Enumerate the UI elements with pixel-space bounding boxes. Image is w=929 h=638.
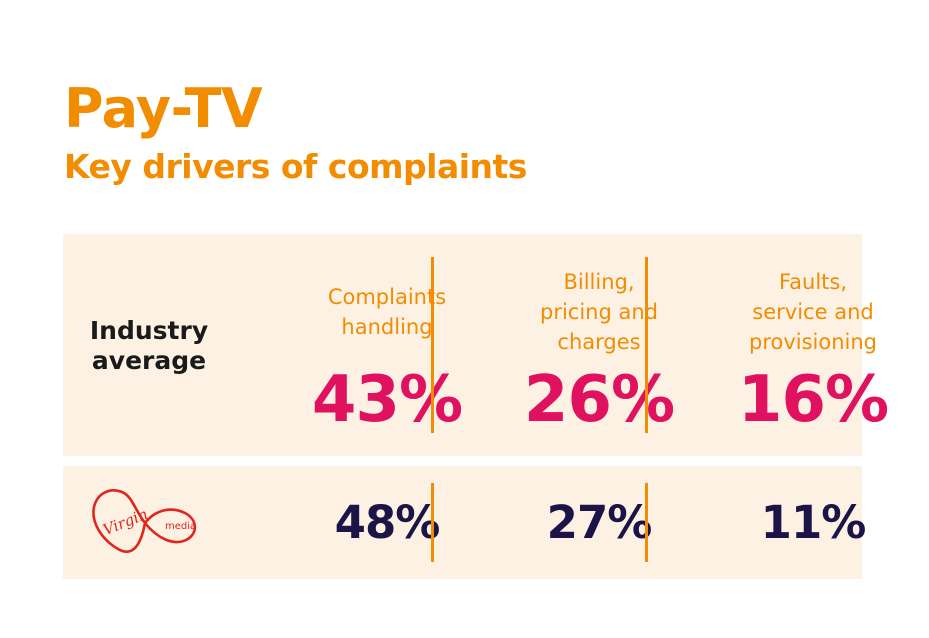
- category-label-line: pricing and: [539, 300, 658, 324]
- virgin-value-faults: 11%: [760, 496, 867, 549]
- category-label-line: provisioning: [748, 330, 878, 354]
- industry-label-line: average: [91, 346, 207, 375]
- logo-sub-text: media: [165, 521, 196, 532]
- category-complaints-handling: Complaints handling: [281, 282, 493, 342]
- category-label-line: service and: [752, 300, 874, 324]
- industry-average-label: Industry average: [79, 316, 219, 376]
- page-subtitle: Key drivers of complaints: [64, 147, 527, 186]
- virgin-media-panel: Virgin media 48% 27% 11%: [63, 466, 866, 579]
- category-billing-pricing-charges: Billing, pricing and charges: [493, 267, 705, 357]
- industry-value-billing: 26%: [523, 363, 675, 437]
- industry-label-line: Industry: [89, 316, 209, 345]
- category-label-line: handling: [341, 315, 433, 339]
- industry-value-complaints-handling: 43%: [311, 363, 463, 437]
- page-title: Pay-TV: [64, 77, 263, 140]
- category-label-line: charges: [557, 330, 641, 354]
- column-divider: [431, 257, 434, 433]
- virgin-media-logo-icon: Virgin media: [92, 489, 197, 553]
- category-label-line: Complaints: [327, 285, 447, 309]
- column-divider: [645, 483, 648, 562]
- category-label-line: Faults,: [778, 270, 847, 294]
- column-divider: [645, 257, 648, 433]
- virgin-value-complaints-handling: 48%: [334, 496, 441, 549]
- category-faults-service-provisioning: Faults, service and provisioning: [707, 267, 919, 357]
- industry-average-panel: Industry average Complaints handling Bil…: [63, 234, 889, 456]
- category-label-line: Billing,: [563, 270, 635, 294]
- virgin-value-billing: 27%: [546, 496, 653, 549]
- column-divider: [431, 483, 434, 562]
- industry-value-faults: 16%: [737, 363, 889, 437]
